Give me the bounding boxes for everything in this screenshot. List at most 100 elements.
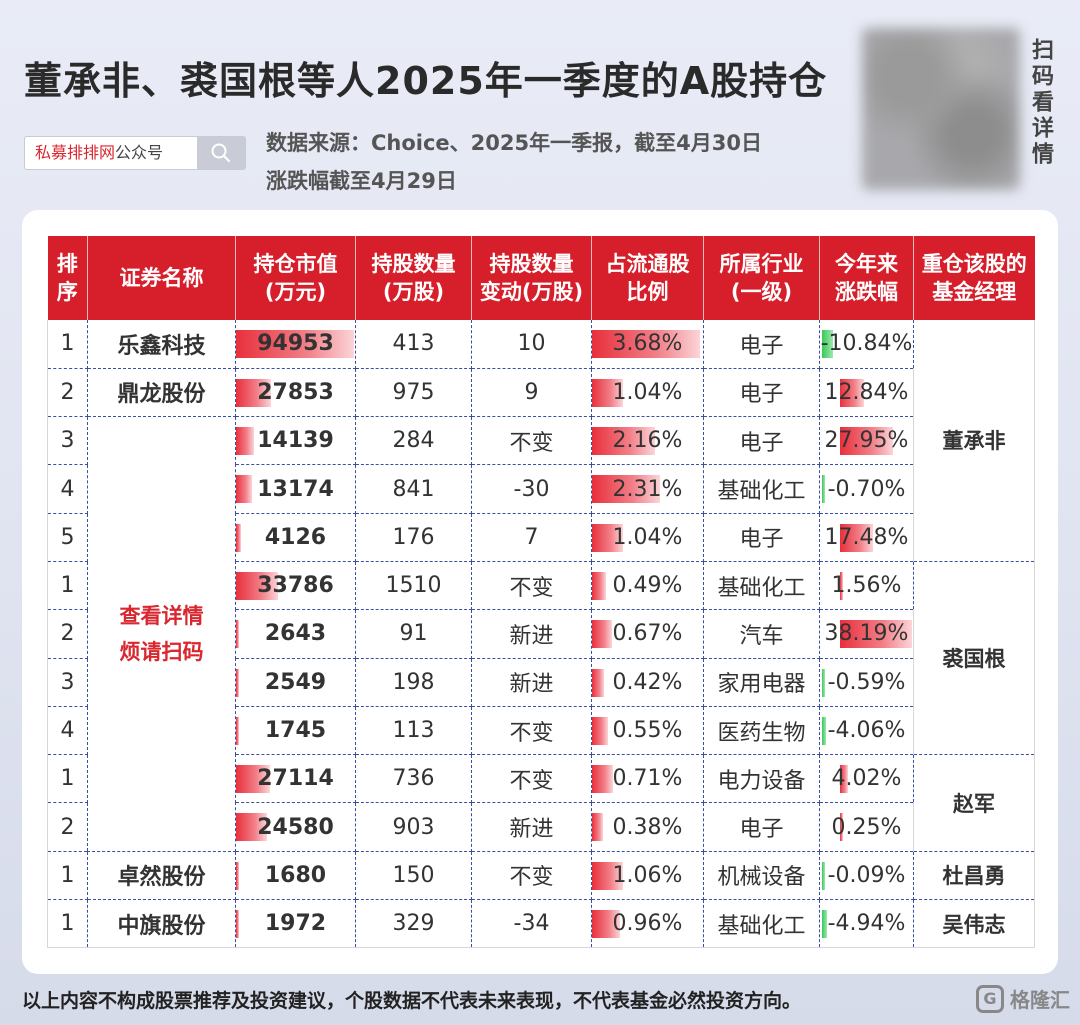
- rank-cell: 4: [47, 706, 88, 756]
- change-cell-text: 7: [524, 524, 539, 550]
- rank-cell-text: 3: [60, 428, 75, 454]
- market-value-cell: 14139: [235, 416, 356, 466]
- rank-cell: 1: [47, 561, 88, 611]
- market-value-cell-text: 1972: [264, 911, 327, 937]
- market-value-cell: 27114: [235, 754, 356, 804]
- industry-cell: 基础化工: [703, 899, 820, 949]
- table-row: 1 乐鑫科技 94953 413 10 3.68% 电子 -10.84% 董承非: [47, 320, 1035, 562]
- float-ratio-cell-text: 0.67%: [612, 621, 683, 647]
- market-value-cell: 24580: [235, 802, 356, 852]
- market-value-cell-text: 4126: [264, 524, 327, 550]
- shares-cell: 903: [355, 802, 472, 852]
- value-bar: [592, 910, 621, 939]
- value-bar: [592, 765, 613, 794]
- industry-cell-text: 电力设备: [717, 768, 806, 794]
- change-cell: 不变: [471, 754, 592, 804]
- change-cell: -30: [471, 464, 592, 514]
- industry-cell-text: 电子: [739, 527, 784, 553]
- ytd-change-cell-text: 27.95%: [824, 428, 909, 454]
- float-ratio-cell-text: 1.04%: [612, 379, 683, 405]
- negative-bar: [822, 861, 825, 890]
- value-bar: [592, 668, 605, 697]
- value-bar: [592, 861, 624, 890]
- rank-cell: 4: [47, 464, 88, 514]
- shares-cell-text: 150: [392, 862, 435, 888]
- brand-logo: G 格隆汇: [976, 984, 1070, 1013]
- industry-cell-text: 电子: [739, 817, 784, 843]
- industry-cell-text: 机械设备: [717, 865, 806, 891]
- change-cell-text: 不变: [509, 768, 554, 794]
- change-cell-text: -30: [513, 476, 550, 502]
- negative-bar: [822, 668, 825, 697]
- industry-cell: 医药生物: [703, 706, 820, 756]
- shares-cell-text: 176: [392, 524, 435, 550]
- market-value-cell-text: 27114: [257, 766, 334, 792]
- value-bar: [236, 765, 270, 794]
- industry-cell: 家用电器: [703, 658, 820, 707]
- ytd-change-cell: -0.59%: [819, 658, 914, 707]
- table-row: 1 27114 736 不变 0.71% 电力设备 4.02% 赵军: [47, 754, 1035, 852]
- industry-cell: 电子: [703, 416, 820, 466]
- industry-cell-text: 基础化工: [717, 575, 806, 601]
- change-cell: 不变: [471, 851, 592, 901]
- brand-suffix: 公众号: [115, 143, 164, 162]
- ytd-change-cell-text: 12.84%: [824, 379, 909, 405]
- industry-cell-text: 医药生物: [717, 720, 806, 746]
- value-bar: [236, 378, 271, 407]
- value-bar: [236, 620, 240, 649]
- rank-cell-text: 1: [60, 911, 75, 937]
- value-bar: [840, 620, 912, 649]
- market-value-cell: 4126: [235, 513, 356, 562]
- rank-cell: 2: [47, 802, 88, 852]
- value-bar: [592, 378, 623, 407]
- shares-cell: 150: [355, 851, 472, 901]
- value-bar: [592, 620, 612, 649]
- shares-cell: 736: [355, 754, 472, 804]
- industry-cell-text: 基础化工: [717, 913, 806, 939]
- float-ratio-cell-text: 0.49%: [612, 573, 683, 599]
- market-value-cell: 1680: [235, 851, 356, 901]
- rank-cell-text: 2: [60, 621, 75, 647]
- industry-cell: 电力设备: [703, 754, 820, 804]
- column-header: 重仓该股的 基金经理: [913, 236, 1035, 320]
- rank-cell-text: 1: [60, 331, 75, 357]
- float-ratio-cell: 0.55%: [591, 706, 704, 756]
- ytd-change-cell: -0.70%: [819, 464, 914, 514]
- value-bar: [592, 427, 656, 456]
- market-value-cell-text: 24580: [257, 814, 334, 840]
- value-bar: [592, 571, 607, 600]
- rank-cell-text: 1: [60, 573, 75, 599]
- rank-cell-text: 4: [60, 476, 75, 502]
- industry-cell: 汽车: [703, 609, 820, 659]
- float-ratio-cell-text: 0.71%: [612, 766, 683, 792]
- column-header: 持仓市值 (万元): [235, 236, 356, 320]
- column-header: 证券名称: [87, 236, 236, 320]
- negative-bar: [822, 330, 834, 358]
- rank-cell: 2: [47, 368, 88, 418]
- rank-cell-text: 2: [60, 814, 75, 840]
- float-ratio-cell: 3.68%: [591, 320, 704, 369]
- stock-name-cell-text: 卓然股份: [117, 865, 206, 891]
- column-header: 所属行业 (一级): [703, 236, 820, 320]
- rank-cell: 3: [47, 658, 88, 707]
- rank-cell: 1: [47, 851, 88, 901]
- search-box[interactable]: 私募排排网公众号: [24, 136, 246, 170]
- change-cell: 不变: [471, 561, 592, 611]
- change-cell: 新进: [471, 658, 592, 707]
- table-row: 3 查看详情 烦请扫码 14139 284 不变 2.16% 电子 27.95%: [47, 416, 1035, 852]
- fund-manager-cell: 吴伟志: [913, 899, 1035, 949]
- ytd-change-cell-text: 38.19%: [824, 621, 909, 647]
- scan-qr-prompt[interactable]: 查看详情 烦请扫码: [87, 416, 236, 852]
- qr-code[interactable]: [862, 28, 1020, 190]
- rank-cell: 1: [47, 899, 88, 949]
- table-header-row: 排序 证券名称 持仓市值 (万元) 持股数量 (万股) 持股数量 变动(万股) 占流通股 比例 所属…: [47, 236, 1035, 320]
- value-bar: [236, 813, 267, 842]
- stock-name-cell: 中旗股份: [87, 899, 236, 949]
- market-value-cell-text: 2549: [264, 669, 327, 695]
- industry-cell: 机械设备: [703, 851, 820, 901]
- stock-name-cell-text: 中旗股份: [117, 913, 206, 939]
- table-row: 1 33786 1510 不变 0.49% 基础化工 1.56% 裘国根: [47, 561, 1035, 756]
- disclaimer: 以上内容不构成股票推荐及投资建议，个股数据不代表未来表现，不代表基金必然投资方向…: [22, 990, 802, 1012]
- search-button[interactable]: [197, 137, 245, 169]
- value-bar: [840, 378, 865, 407]
